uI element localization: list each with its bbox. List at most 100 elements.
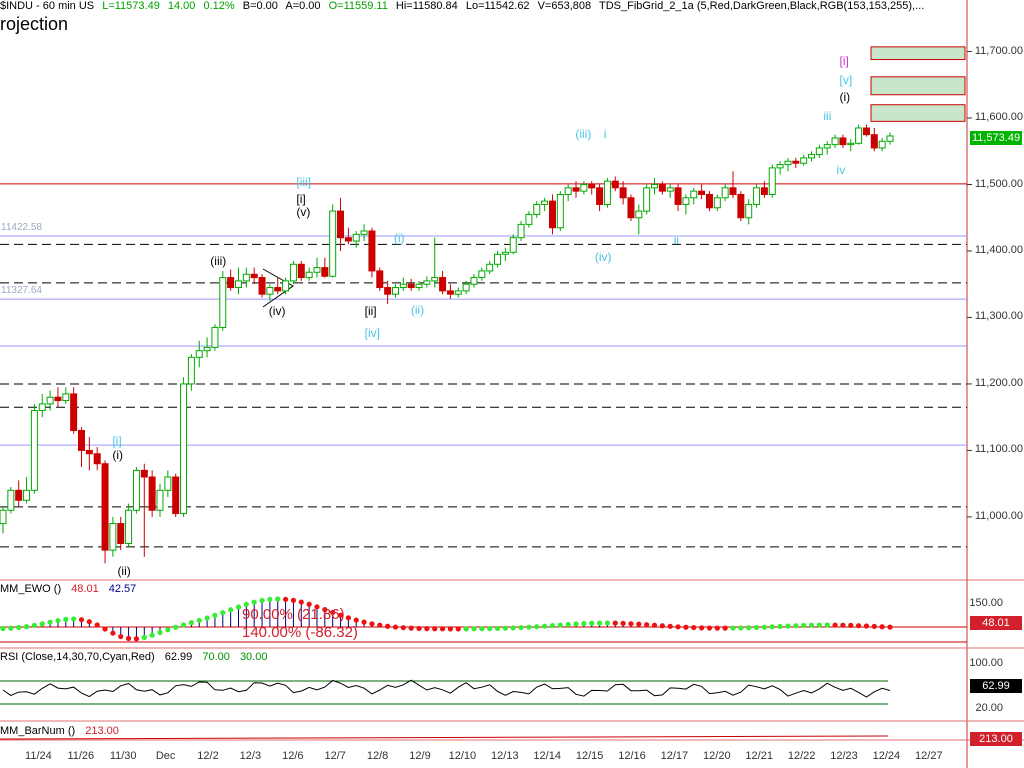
ewo-dot <box>235 604 242 610</box>
candle-body <box>753 187 761 205</box>
ticker-bar: $INDU - 60 min US L=11573.49 14.00 0.12%… <box>0 0 929 14</box>
candle-body <box>156 489 164 511</box>
ewo-dot <box>149 632 155 638</box>
price-tick-label: 11,100.00 <box>974 443 1023 456</box>
ewo-dot <box>620 620 626 626</box>
candle-body <box>227 277 235 289</box>
ewo-dot <box>879 624 885 630</box>
rsi-line <box>2 679 891 698</box>
ewo-value2: 42.57 <box>108 583 137 595</box>
candle-body <box>211 326 219 348</box>
candle-body <box>682 197 690 205</box>
ewo-dot <box>369 621 375 627</box>
wave-label: iv <box>836 163 846 178</box>
candle-body <box>603 180 611 205</box>
wave-label: [i] <box>839 54 849 69</box>
ticker-high: Hi=11580.84 <box>395 0 458 12</box>
triangle-pattern <box>262 268 294 308</box>
ewo-dot <box>487 625 493 632</box>
date-label: 12/6 <box>282 750 304 762</box>
ewo-dot <box>141 634 147 641</box>
ewo-dot <box>808 622 815 628</box>
ewo-dot <box>110 630 116 636</box>
wave-label: (iii) <box>210 253 227 268</box>
candle-body <box>698 190 706 195</box>
candle-body <box>77 429 85 451</box>
date-label: 12/14 <box>533 750 561 762</box>
date-label: 12/15 <box>575 750 604 762</box>
ewo-dot <box>353 617 359 623</box>
candle-body <box>15 489 23 501</box>
rsi-axis-top: 100.00 <box>969 657 1003 669</box>
date-label: 12/23 <box>830 750 858 762</box>
ewo-dot <box>157 629 163 636</box>
candle-body <box>46 396 54 405</box>
date-label: 12/2 <box>197 750 219 762</box>
date-label: 12/3 <box>239 750 262 762</box>
ewo-dot <box>400 625 406 631</box>
ewo-dot <box>801 622 807 629</box>
chart-title: rojection <box>0 14 69 34</box>
ewo-dot <box>746 625 752 631</box>
ewo-dot <box>526 624 532 630</box>
ewo-dot <box>777 623 783 630</box>
candle-body <box>705 193 713 209</box>
candle-body <box>337 210 345 239</box>
barnum-line <box>0 735 889 740</box>
candle-body <box>258 277 266 295</box>
candle-body <box>839 137 847 146</box>
ewo-dot <box>330 609 336 616</box>
candle-body <box>242 273 250 282</box>
ewo-dot <box>871 623 877 629</box>
wave-label: [v] <box>839 73 853 88</box>
candle-body <box>470 277 478 285</box>
ewo-dot <box>565 621 571 628</box>
candle-body <box>635 210 643 219</box>
barnum-value: 213.00 <box>85 725 119 737</box>
candle-body <box>533 203 541 215</box>
ewo-dot <box>0 625 6 632</box>
price-tick-label: 11,200.00 <box>974 376 1023 389</box>
candle-body <box>572 187 580 192</box>
fib-level-label: 11422.58 <box>1 221 42 233</box>
ewo-dot <box>542 623 548 629</box>
candle-body <box>760 187 768 195</box>
candle-body <box>627 197 635 219</box>
ewo-dot <box>651 622 658 628</box>
candle-body <box>792 160 800 164</box>
candle-body <box>30 410 38 491</box>
candle-body <box>187 356 195 385</box>
ewo-dot <box>306 601 312 607</box>
ewo-dot <box>322 607 328 613</box>
candle-body <box>234 280 242 289</box>
ewo-dot <box>471 626 477 632</box>
candle-body <box>431 277 439 282</box>
ewo-dot <box>173 624 179 630</box>
ticker-last: L=11573.49 <box>102 0 160 12</box>
ewo-dot <box>753 624 760 631</box>
ewo-dot <box>699 625 705 631</box>
date-label: 12/9 <box>409 750 431 762</box>
ewo-dot <box>377 622 383 628</box>
price-tick-label: 11,300.00 <box>974 310 1023 323</box>
ewo-dot <box>165 627 171 633</box>
candle-body <box>619 187 627 199</box>
candle-body <box>823 144 831 149</box>
candle-body <box>831 137 839 146</box>
candle-body <box>38 403 46 412</box>
ewo-dot <box>290 597 297 603</box>
candle-body <box>297 263 305 279</box>
candle-body <box>180 383 188 515</box>
candle-body <box>690 190 698 199</box>
ewo-dot <box>345 615 351 621</box>
ewo-dot <box>793 623 799 629</box>
ewo-dot <box>549 623 556 629</box>
ewo-dot <box>188 620 194 626</box>
candle-body <box>93 453 101 465</box>
ewo-dot <box>769 624 775 630</box>
fib-level-label: 11327.64 <box>1 285 42 297</box>
candle-body <box>847 142 855 146</box>
ewo-dot <box>220 610 226 616</box>
date-label: 12/7 <box>324 750 346 762</box>
